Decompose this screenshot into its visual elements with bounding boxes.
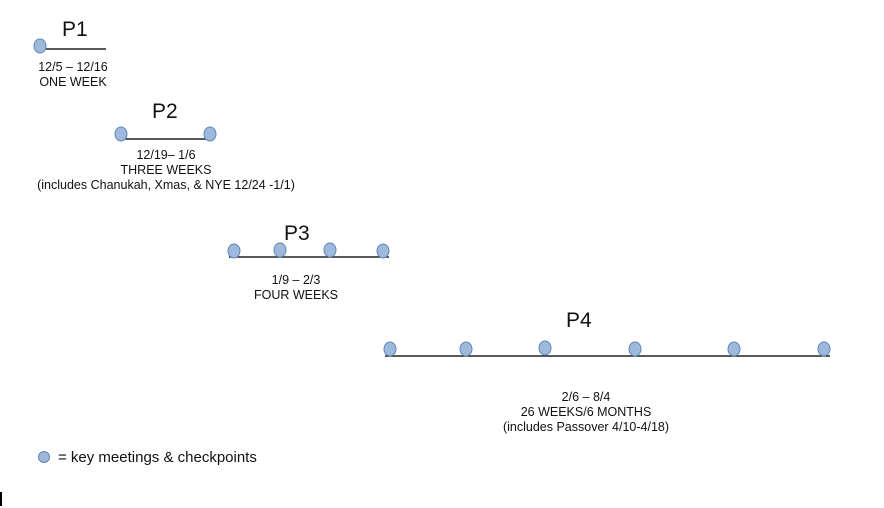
- phase-1-caption: 12/5 – 12/16 ONE WEEK: [18, 60, 128, 90]
- phase-4-checkpoint-4: [628, 341, 642, 357]
- phase-2-duration: THREE WEEKS: [120, 163, 212, 177]
- phase-4-duration: 26 WEEKS/6 MONTHS: [520, 405, 652, 419]
- phase-2-title: P2: [152, 100, 178, 123]
- checkpoint-legend-icon: [38, 451, 50, 463]
- legend-label: = key meetings & checkpoints: [58, 448, 257, 466]
- phase-3-title: P3: [284, 222, 310, 245]
- phase-3-checkpoint-1: [227, 243, 241, 259]
- phase-4-checkpoint-3: [538, 340, 552, 356]
- phase-2-caption: 12/19– 1/6 THREE WEEKS (includes Chanuka…: [4, 148, 328, 193]
- phase-1-title: P1: [62, 18, 88, 41]
- phase-4-checkpoint-1: [383, 341, 397, 357]
- phase-3-checkpoint-3: [323, 242, 337, 258]
- phase-4-checkpoint-6: [817, 341, 831, 357]
- phase-4-title: P4: [566, 309, 592, 332]
- phase-3-checkpoint-2: [273, 242, 287, 258]
- phase-4-dates: 2/6 – 8/4: [561, 390, 611, 404]
- phase-2-checkpoint-1: [114, 126, 128, 142]
- legend: = key meetings & checkpoints: [38, 446, 257, 468]
- phase-3-checkpoint-4: [376, 243, 390, 259]
- phase-4-note: (includes Passover 4/10-4/18): [502, 420, 670, 434]
- phase-2-dates: 12/19– 1/6: [136, 148, 196, 162]
- phase-3-dates: 1/9 – 2/3: [271, 273, 321, 287]
- edge-divider: [0, 492, 2, 506]
- phase-4-caption: 2/6 – 8/4 26 WEEKS/6 MONTHS (includes Pa…: [471, 390, 701, 435]
- phase-2-note: (includes Chanukah, Xmas, & NYE 12/24 -1…: [37, 178, 295, 192]
- phase-2-checkpoint-2: [203, 126, 217, 142]
- phase-1-duration: ONE WEEK: [39, 75, 107, 89]
- phase-1-dates: 12/5 – 12/16: [38, 60, 108, 74]
- phase-3-duration: FOUR WEEKS: [253, 288, 339, 302]
- phase-4-checkpoint-5: [727, 341, 741, 357]
- phase-1-checkpoint-1: [33, 38, 47, 54]
- phase-4-checkpoint-2: [459, 341, 473, 357]
- phase-3-caption: 1/9 – 2/3 FOUR WEEKS: [226, 273, 366, 303]
